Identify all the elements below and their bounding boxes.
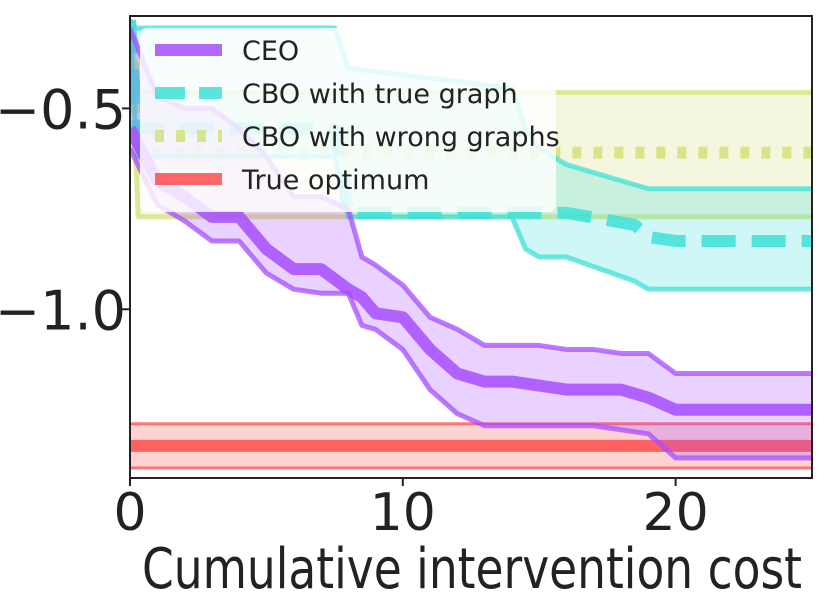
ceo-point-16 [539, 385, 540, 386]
ceo-point-13 [457, 373, 458, 374]
ceo-point-15 [511, 381, 512, 382]
ceo-point-12 [430, 349, 431, 350]
cbo-with-true-graph-point-8 [566, 212, 567, 213]
y-tick-label: −0.5 [0, 78, 126, 141]
ceo-point-4 [239, 216, 240, 217]
ceo-point-18 [593, 389, 594, 390]
ceo-point-8 [348, 289, 349, 290]
ceo-point-20 [648, 397, 649, 398]
ceo-point-10 [375, 313, 376, 314]
legend-label-true-optimum: True optimum [241, 165, 429, 196]
ceo-lower-bound [130, 147, 812, 461]
x-tick-label: 0 [113, 483, 146, 543]
legend-box [140, 28, 556, 212]
ceo-point-9 [361, 297, 362, 298]
axis-ticks: 0 10 20 −0.5 −1.0 [0, 78, 709, 543]
cbo-with-true-graph-point-5 [511, 212, 512, 213]
x-axis-label: Cumulative intervention cost [142, 537, 802, 602]
cbo-with-true-graph-point-9 [634, 224, 635, 225]
ceo-point-11 [402, 317, 403, 318]
legend: CEO CBO with true graph CBO with wrong gra… [140, 28, 560, 212]
cbo-with-true-graph-line [130, 19, 812, 247]
ceo-point-3 [211, 216, 212, 217]
legend-label-ceo: CEO [242, 36, 299, 67]
legend-label-cbo-with-true-graph: CBO with true graph [242, 79, 518, 110]
ceo-point-14 [484, 381, 485, 382]
ceo-point-6 [293, 269, 294, 270]
legend-label-cbo-with-wrong-graphs: CBO with wrong graphs [242, 122, 560, 153]
cbo-with-true-graph-point-7 [539, 212, 540, 213]
y-tick-label: −1.0 [0, 279, 126, 342]
ceo-point-5 [266, 249, 267, 250]
x-tick-label: 20 [643, 483, 709, 543]
ceo-line [130, 125, 812, 416]
ceo-point-17 [566, 389, 567, 390]
cbo-with-true-graph-point-6 [525, 212, 526, 213]
ceo-point-21 [675, 409, 676, 410]
ceo-point-19 [621, 389, 622, 390]
ceo-point-7 [320, 269, 321, 270]
cbo-with-true-graph-point-10 [648, 236, 649, 237]
cbo-with-true-graph-point-11 [675, 240, 676, 241]
plot-frame [129, 15, 813, 479]
x-tick-label: 10 [370, 483, 436, 543]
